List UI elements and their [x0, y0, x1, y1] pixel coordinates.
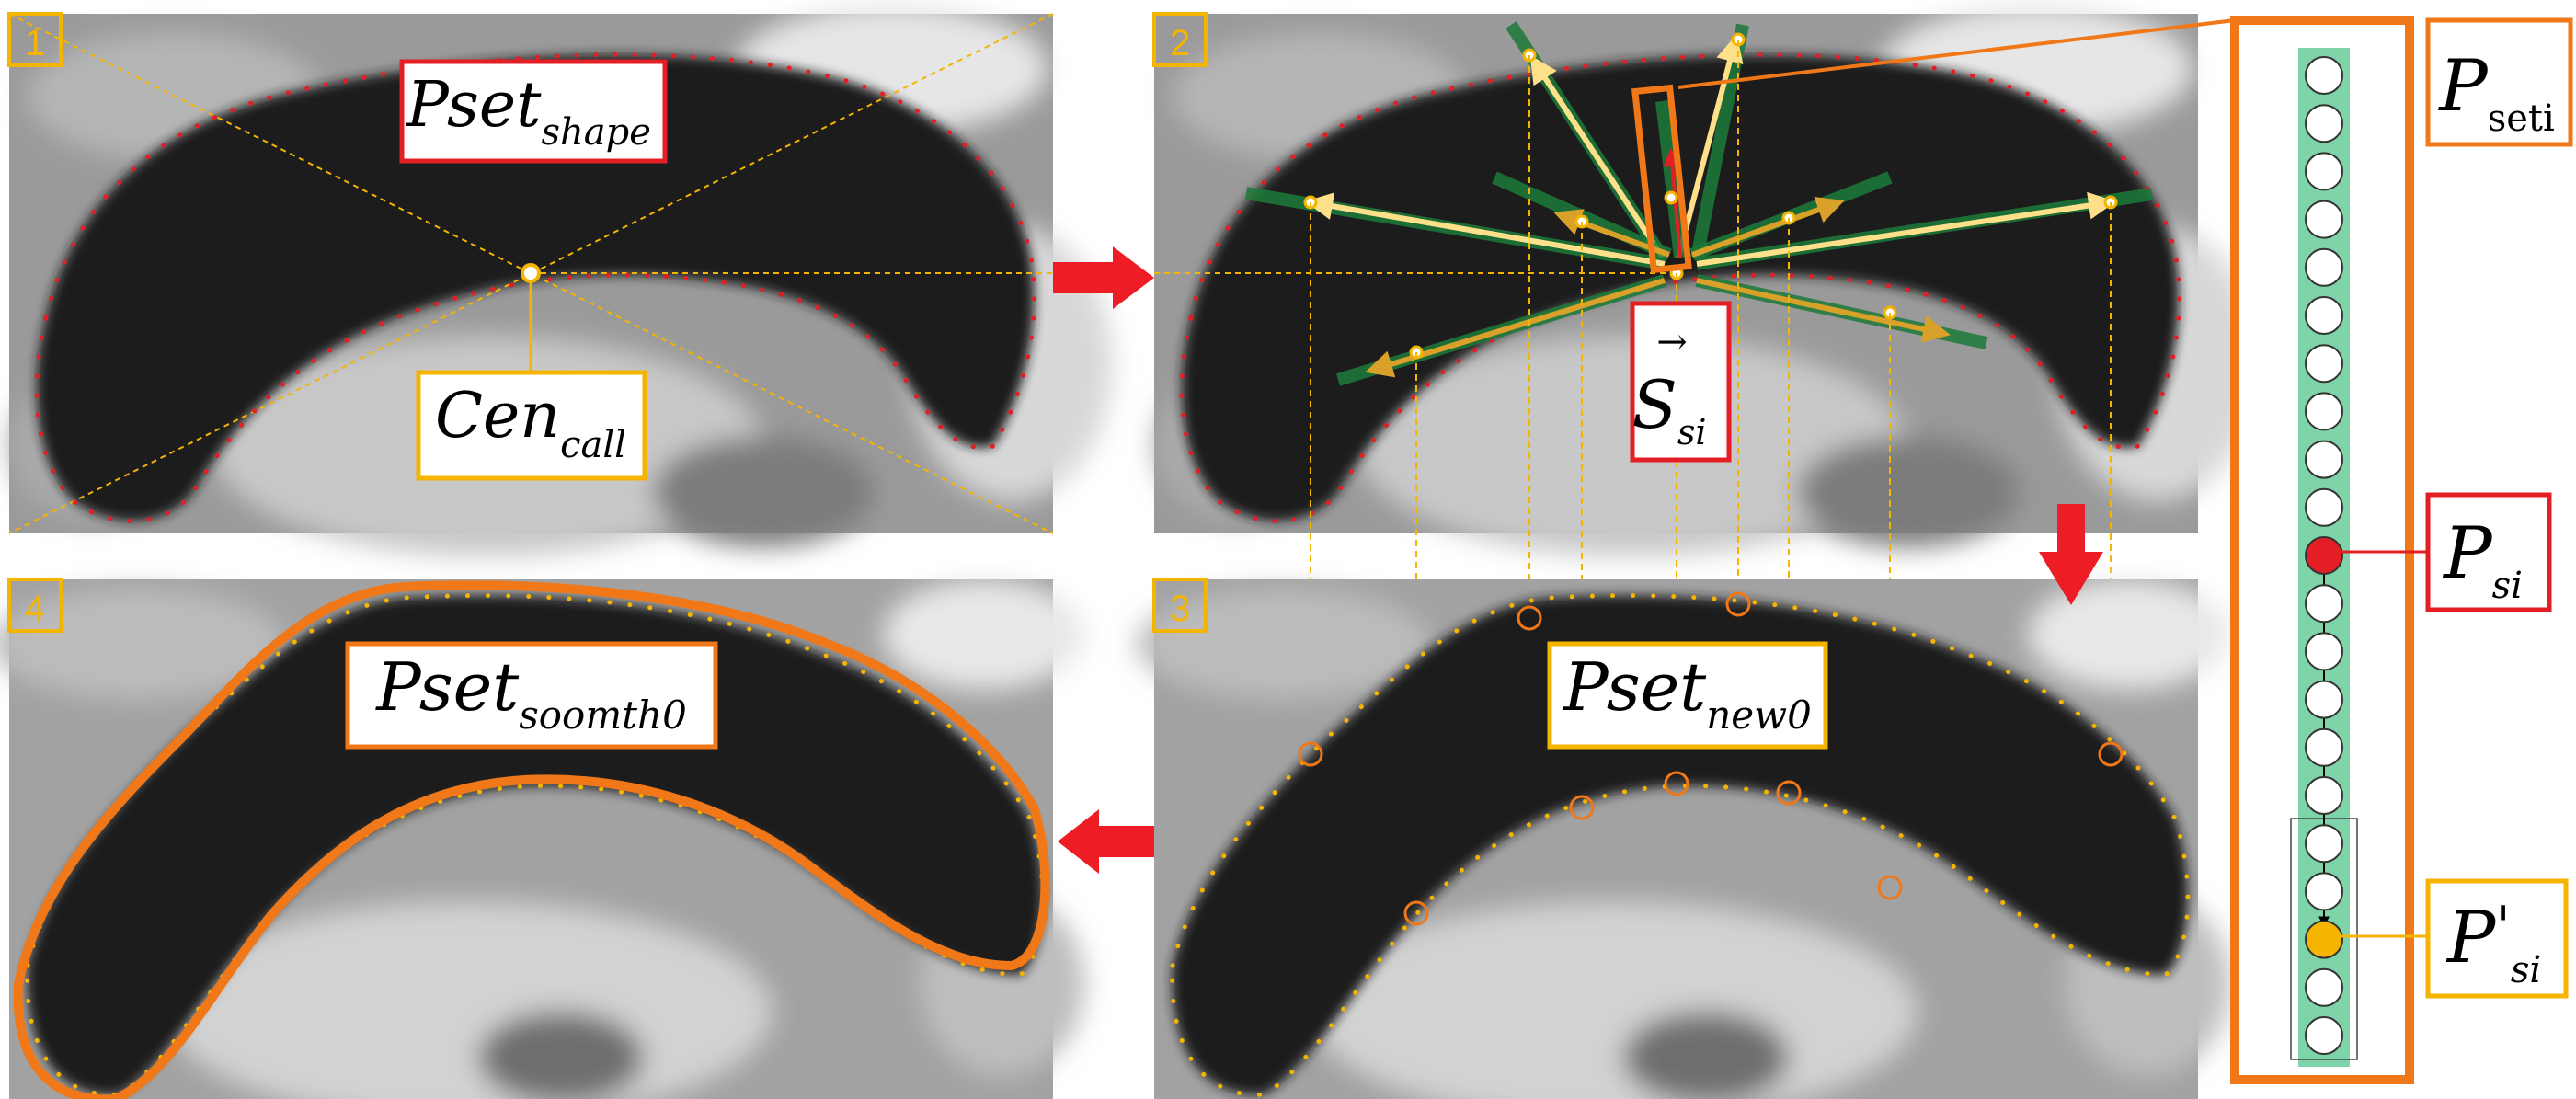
panel-1: 1 Psetshape Cencall [7, 5, 1113, 556]
panel-number-box [1152, 12, 1208, 67]
column-point [2305, 104, 2343, 143]
pset-shape-label-box [399, 59, 668, 164]
panel-4: 4 Psetsoomth0 [0, 578, 1085, 1099]
ppsi-point [2305, 920, 2343, 959]
column-point [2305, 680, 2343, 719]
center-point [521, 263, 541, 283]
column-point [2305, 200, 2343, 239]
panel-2: 2 → Ssi [1152, 5, 2258, 913]
search-column-panel: Pseti Psi P'si [2230, 16, 2573, 1084]
column-point [2305, 296, 2343, 335]
column-point [2305, 344, 2343, 384]
arrow-left [1058, 809, 1154, 874]
panel-3: 3 Psetnew0 [1136, 578, 2230, 1099]
center-label-box [416, 370, 647, 481]
psi-label-box [2425, 492, 2552, 612]
panel-number-box [7, 578, 63, 633]
column-point [2305, 967, 2343, 1007]
column-point [2305, 392, 2343, 431]
psi-point [2305, 536, 2343, 575]
column-points [2305, 56, 2343, 1055]
psi-label: Psi [2442, 512, 2523, 607]
column-point [2305, 632, 2343, 671]
flow-arrows [1053, 246, 2103, 874]
column-point [2305, 56, 2343, 95]
column-point [2305, 776, 2343, 815]
zoom-connector-line [1677, 18, 2236, 89]
pseti-label: Pseti [2437, 45, 2555, 140]
pset-new-label: Psetnew0 [1562, 648, 1812, 738]
pseti-label-box [2425, 17, 2573, 147]
panel-number: 4 [25, 589, 45, 629]
arrow-right [1053, 246, 1154, 309]
column-point [2305, 152, 2343, 191]
pset-new-label-box [1547, 641, 1828, 750]
panel-number-box [7, 12, 63, 67]
search-segment-box [1631, 84, 1692, 274]
diagonal-line [8, 13, 1054, 534]
relocated-points [1298, 591, 2124, 926]
ppsi-label-box [2425, 878, 2569, 999]
vector-arrow: → [1656, 321, 1688, 363]
panel-number: 3 [1170, 589, 1190, 629]
vector-label: Ssi [1632, 366, 1707, 452]
panel-number-box [1152, 578, 1208, 633]
center-label: Cencall [435, 380, 626, 466]
column-point [2305, 487, 2343, 527]
vector-label-box [1630, 301, 1732, 463]
column-point [2305, 727, 2343, 767]
column-point [2305, 247, 2343, 287]
smoothed-contour [13, 580, 1050, 1099]
column-point [2305, 584, 2343, 624]
pset-smooth-label-box [345, 641, 718, 750]
ppsi-label: P'si [2445, 895, 2541, 991]
pset-smooth-label: Psetsoomth0 [374, 648, 687, 738]
column-point [2305, 824, 2343, 864]
column-point [2305, 1016, 2343, 1055]
column-point [2305, 440, 2343, 479]
column-point [2305, 872, 2343, 911]
pset-shape-label: Psetshape [405, 69, 651, 154]
diagonal-line [8, 13, 1054, 534]
panel-number: 1 [25, 23, 45, 63]
panel-number: 2 [1170, 23, 1190, 63]
arrow-down [2039, 504, 2103, 605]
